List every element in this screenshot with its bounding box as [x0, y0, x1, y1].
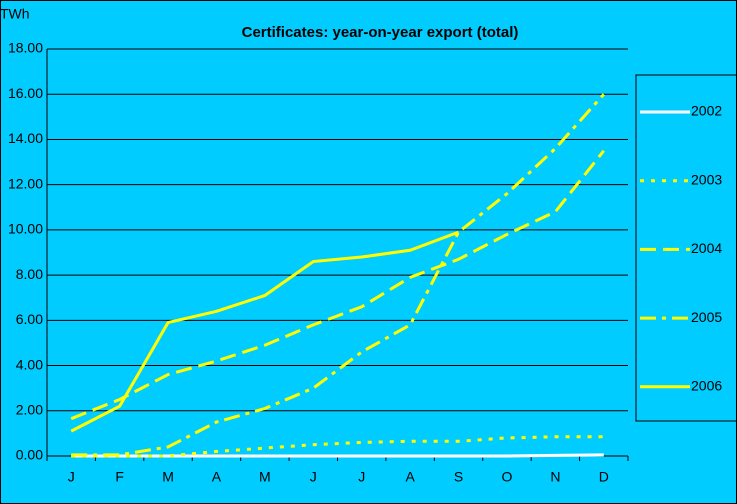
legend-label: 2003 [691, 171, 722, 187]
y-tick-label: 12.00 [8, 175, 43, 191]
x-tick-label: S [454, 469, 463, 485]
x-tick-label: J [68, 469, 75, 485]
series-line [70, 149, 605, 421]
x-tick-label: M [259, 469, 271, 485]
x-tick-label: A [405, 469, 415, 485]
legend-label: 2005 [691, 309, 722, 325]
y-tick-label: 4.00 [16, 356, 43, 372]
x-tick-label: J [358, 469, 365, 485]
x-tick-label: M [162, 469, 174, 485]
series-line [71, 435, 604, 458]
x-tick-label: D [599, 469, 609, 485]
series-line [71, 93, 605, 457]
legend-box [635, 74, 737, 422]
x-tick-label: A [212, 469, 222, 485]
y-tick-label: 8.00 [16, 266, 43, 282]
y-tick-label: 6.00 [16, 311, 43, 327]
legend-label: 2002 [691, 103, 722, 119]
y-tick-label: 16.00 [8, 85, 43, 101]
legend-label: 2004 [691, 240, 722, 256]
x-tick-label: N [550, 469, 560, 485]
y-tick-label: 0.00 [16, 447, 43, 463]
legend-label: 2006 [691, 378, 722, 394]
y-tick-label: 14.00 [8, 130, 43, 146]
x-tick-label: O [502, 469, 513, 485]
y-tick-label: 2.00 [16, 401, 43, 417]
y-tick-label: 18.00 [8, 40, 43, 56]
x-tick-label: F [115, 469, 124, 485]
y-axis-label: TWh [0, 6, 30, 22]
series-line [70, 230, 460, 433]
y-tick-label: 10.00 [8, 221, 43, 237]
chart-title: Certificates: year-on-year export (total… [242, 24, 519, 41]
x-tick-label: J [310, 469, 317, 485]
